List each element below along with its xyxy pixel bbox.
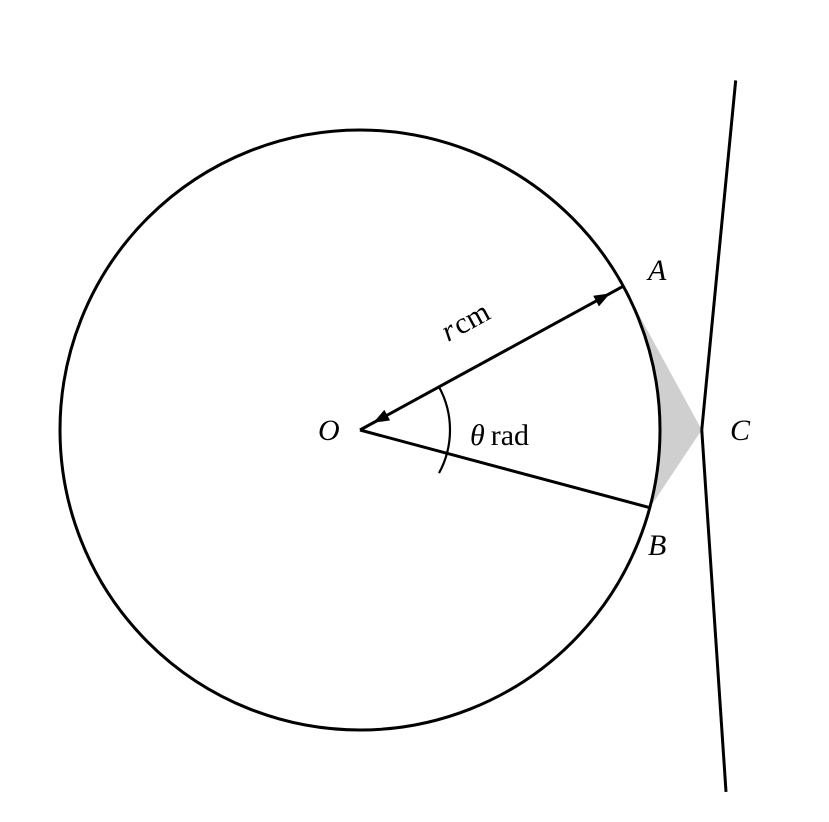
label-angle-variable: θ bbox=[470, 419, 485, 452]
label-point-a: A bbox=[646, 254, 667, 287]
label-angle-unit: rad bbox=[491, 419, 529, 452]
arrowhead-to-a bbox=[593, 293, 610, 306]
tangent-line-a bbox=[702, 80, 736, 429]
shaded-region-acb bbox=[623, 286, 701, 507]
geometry-figure: O A B C rcm θrad bbox=[0, 0, 829, 822]
label-point-o: O bbox=[318, 414, 340, 447]
label-angle-theta-rad: θrad bbox=[470, 419, 529, 452]
arrowhead-to-o bbox=[373, 410, 390, 423]
label-point-c: C bbox=[730, 414, 751, 447]
angle-arc-theta bbox=[439, 387, 450, 473]
label-radius-rcm: rcm bbox=[435, 295, 495, 348]
radius-dimension-arrow bbox=[373, 293, 610, 422]
tangent-line-b bbox=[702, 430, 726, 792]
label-point-b: B bbox=[648, 529, 666, 562]
